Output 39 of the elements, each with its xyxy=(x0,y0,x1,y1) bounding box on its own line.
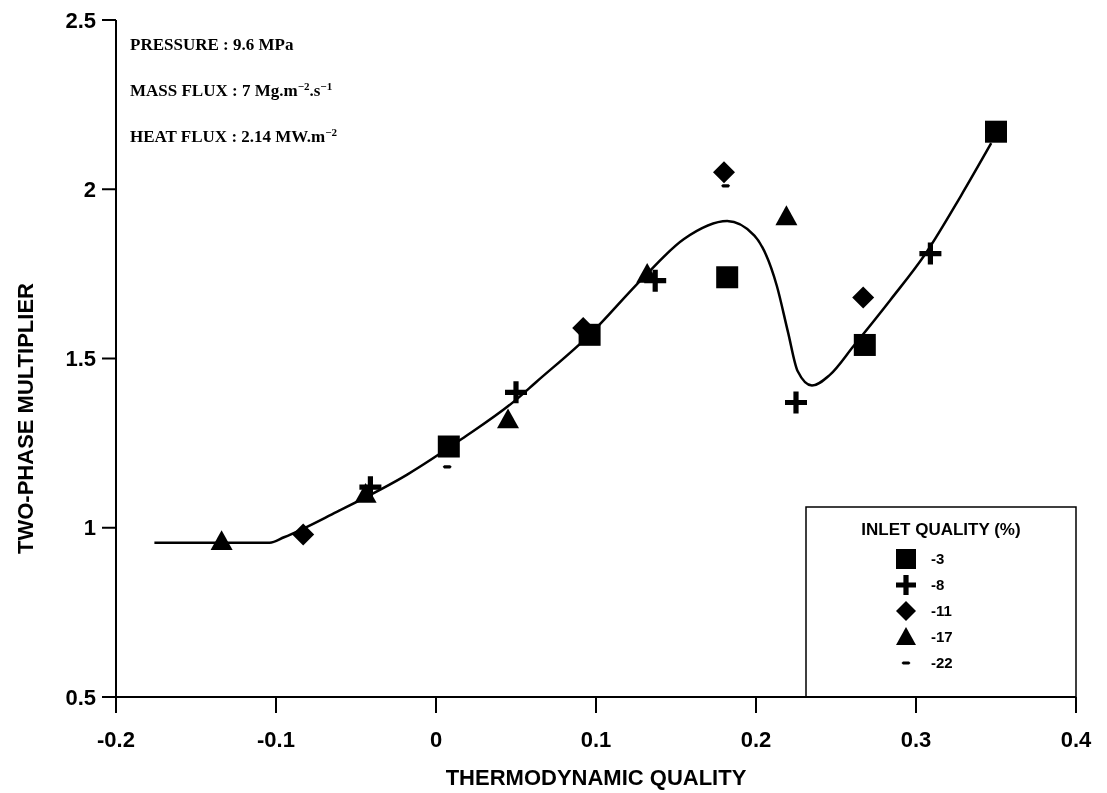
y-tick-label: 1 xyxy=(83,515,96,541)
point xyxy=(716,266,739,289)
legend-title: INLET QUALITY (%) xyxy=(861,520,1021,539)
point xyxy=(505,381,527,404)
point xyxy=(919,242,942,265)
y-axis-title: TWO-PHASE MULTIPLIER xyxy=(13,282,38,554)
x-tick-label: 0.4 xyxy=(1060,727,1093,752)
legend-label: -3 xyxy=(931,550,945,568)
x-tick-label: 0.3 xyxy=(900,727,932,752)
point xyxy=(210,530,233,551)
point xyxy=(578,323,601,346)
annotation: HEAT FLUX : 2.14 MW.m$^{−2}$ xyxy=(130,126,338,146)
legend-label: -11 xyxy=(931,602,952,620)
annotation: MASS FLUX : 7 Mg.m$^{−2}$.s$^{−1}$ xyxy=(130,80,333,100)
x-tick-label: -0.1 xyxy=(257,727,295,752)
point xyxy=(785,391,807,414)
y-tick-label: 0.5 xyxy=(65,684,96,710)
point xyxy=(437,435,460,458)
point xyxy=(713,161,735,184)
annotation: PRESSURE : 9.6 MPa xyxy=(130,35,294,54)
point xyxy=(497,408,519,429)
x-axis-title: THERMODYNAMIC QUALITY xyxy=(445,765,747,790)
x-tick-label: 0.1 xyxy=(580,727,612,752)
y-tick-label: 1.5 xyxy=(65,346,96,372)
point xyxy=(985,120,1007,143)
point xyxy=(853,333,876,356)
point xyxy=(852,286,875,309)
y-tick-label: 2 xyxy=(83,176,96,202)
x-tick-label: 0 xyxy=(429,727,443,752)
y-tick-label: 2.5 xyxy=(65,7,96,33)
point xyxy=(292,523,315,546)
x-tick-label: 0.2 xyxy=(740,727,772,752)
point xyxy=(775,205,798,226)
point xyxy=(359,476,382,499)
legend-label: -17 xyxy=(931,628,953,646)
x-tick-label: -0.2 xyxy=(97,727,135,752)
legend-label: -8 xyxy=(931,576,945,594)
point xyxy=(644,269,667,292)
legend-label: -22 xyxy=(931,654,953,672)
